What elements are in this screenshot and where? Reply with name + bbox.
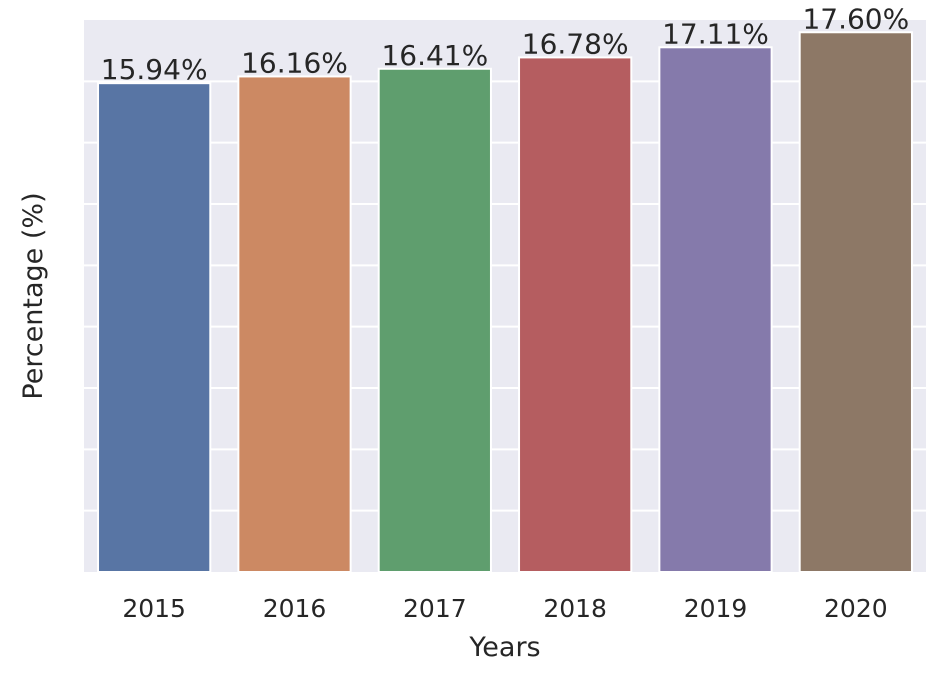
data-label-2015: 15.94%	[101, 53, 208, 86]
bars	[97, 31, 913, 574]
y-axis-label: Percentage (%)	[18, 192, 49, 399]
x-tick-2016: 2016	[263, 594, 327, 623]
x-tick-2020: 2020	[824, 594, 888, 623]
x-tick-labels: 2015 2016 2017 2018 2019 2020	[122, 594, 887, 623]
x-tick-2018: 2018	[543, 594, 607, 623]
bar-2017	[377, 67, 492, 573]
bar-2015	[97, 82, 212, 573]
x-axis-label: Years	[468, 632, 540, 663]
bar-2016	[237, 75, 352, 573]
x-tick-2015: 2015	[122, 594, 186, 623]
bar-2019	[658, 46, 773, 573]
data-label-2017: 16.41%	[381, 39, 488, 72]
plot-background	[84, 20, 926, 572]
data-labels: 15.94% 16.16% 16.41% 16.78% 17.11% 17.60%	[101, 2, 909, 86]
data-label-2016: 16.16%	[241, 46, 348, 79]
data-label-2020: 17.60%	[802, 2, 909, 35]
bar-2020	[798, 31, 913, 574]
bar-2018	[518, 56, 633, 574]
gridlines	[84, 80, 926, 512]
data-label-2018: 16.78%	[522, 27, 629, 60]
data-label-2019: 17.11%	[662, 17, 769, 50]
x-tick-2017: 2017	[403, 594, 467, 623]
x-tick-2019: 2019	[684, 594, 748, 623]
